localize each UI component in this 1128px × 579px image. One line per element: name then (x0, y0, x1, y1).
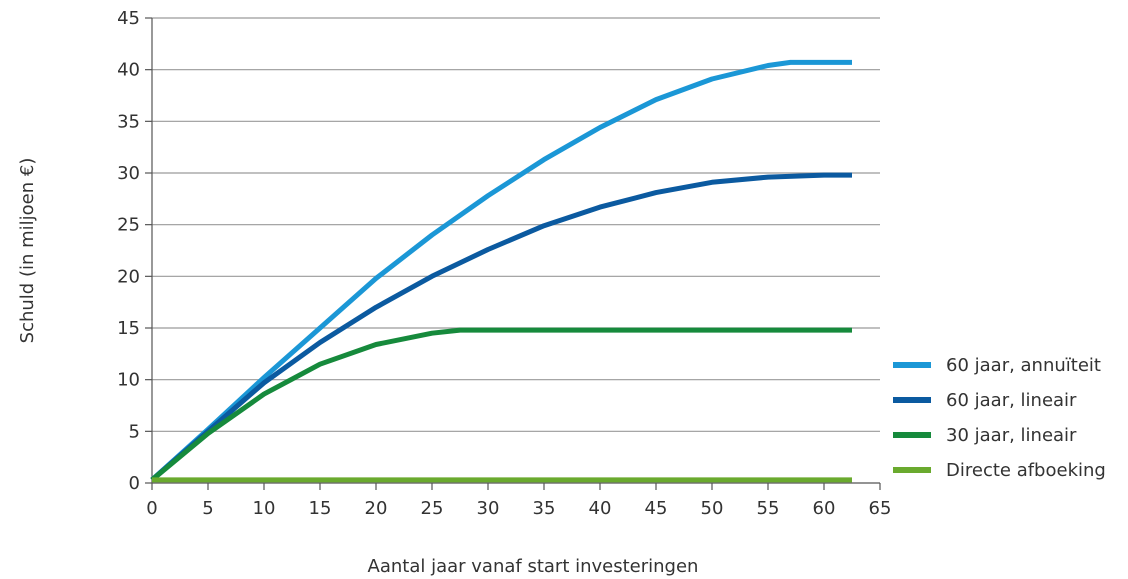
series-line-3 (150, 327, 852, 482)
legend: 60 jaar, annuïteit 60 jaar, lineair 30 jaa… (893, 355, 1106, 481)
x-tick-label: 65 (869, 498, 892, 519)
grid-lines (152, 17, 880, 432)
series-lines (150, 59, 852, 483)
series-line-2 (150, 172, 852, 482)
y-tick-label: 5 (129, 421, 140, 442)
legend-label: Directe afboeking (946, 460, 1106, 481)
x-tick-label: 25 (421, 498, 444, 519)
x-tick-label: 5 (202, 498, 213, 519)
x-tick-label: 10 (253, 498, 276, 519)
y-tick-label: 45 (117, 8, 140, 29)
y-tick-label: 10 (117, 370, 140, 391)
legend-label: 30 jaar, lineair (946, 425, 1077, 446)
legend-label: 60 jaar, lineair (946, 390, 1077, 411)
x-tick-label: 40 (589, 498, 612, 519)
y-tick-label: 30 (117, 163, 140, 184)
x-tick-label: 55 (757, 498, 780, 519)
x-tick-label: 20 (365, 498, 388, 519)
x-axis-title: Aantal jaar vanaf start investeringen (368, 556, 699, 577)
y-tick-label: 0 (129, 473, 140, 494)
axes: 0 5 10 15 20 25 30 35 40 45 0 5 10 15 20 25 30 35 40 45 50 55… (117, 8, 891, 519)
x-tick-label: 0 (146, 498, 157, 519)
y-axis-title: Schuld (in miljoen €) (17, 158, 38, 344)
y-tick-label: 25 (117, 215, 140, 236)
y-tick-label: 40 (117, 60, 140, 81)
y-tick-label: 35 (117, 111, 140, 132)
series-line-1 (150, 59, 852, 482)
x-tick-label: 15 (309, 498, 332, 519)
x-tick-label: 35 (533, 498, 556, 519)
y-tick-label: 15 (117, 318, 140, 339)
x-tick-label: 45 (645, 498, 668, 519)
legend-label: 60 jaar, annuïteit (946, 355, 1101, 376)
y-tick-label: 20 (117, 266, 140, 287)
x-tick-label: 30 (477, 498, 500, 519)
x-tick-label: 60 (813, 498, 836, 519)
x-tick-label: 50 (701, 498, 724, 519)
